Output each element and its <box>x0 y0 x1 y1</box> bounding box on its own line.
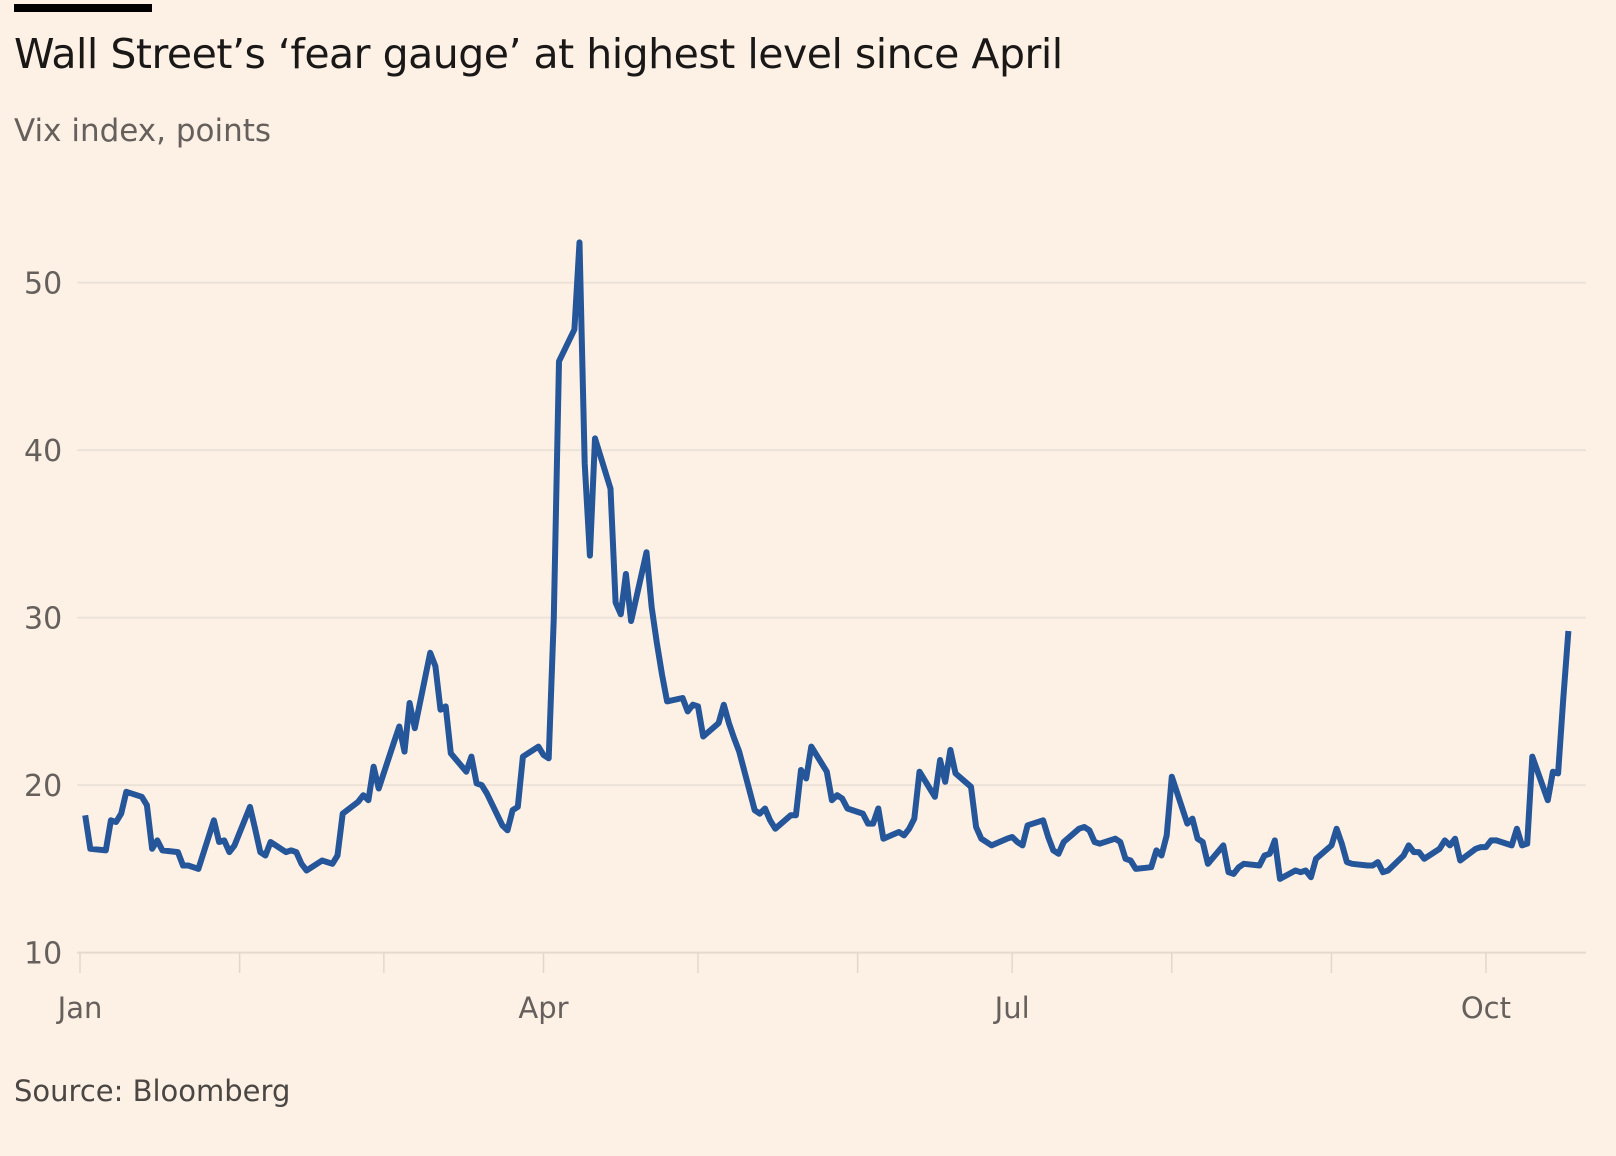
source-note: Source: Bloomberg <box>14 1074 291 1108</box>
x-tick-label: Jan <box>56 991 103 1025</box>
y-tick-label: 20 <box>24 769 62 804</box>
brand-bar <box>14 4 152 12</box>
x-tick-label: Oct <box>1461 991 1511 1025</box>
chart-subtitle: Vix index, points <box>14 113 272 149</box>
y-axis-labels: 10 20 30 40 50 <box>24 267 62 972</box>
chart-title: Wall Street’s ‘fear gauge’ at highest le… <box>14 30 1063 78</box>
x-axis-ticks <box>79 952 1487 973</box>
gridlines <box>77 281 1586 954</box>
vix-series-line <box>82 239 1572 882</box>
x-tick-label: Jul <box>993 991 1030 1025</box>
x-axis-labels: Jan Apr Jul Oct <box>56 991 1511 1025</box>
y-tick-label: 50 <box>24 267 62 302</box>
x-tick-label: Apr <box>518 991 568 1025</box>
y-tick-label: 10 <box>24 937 62 972</box>
y-tick-label: 40 <box>24 434 62 469</box>
y-tick-label: 30 <box>24 602 62 637</box>
